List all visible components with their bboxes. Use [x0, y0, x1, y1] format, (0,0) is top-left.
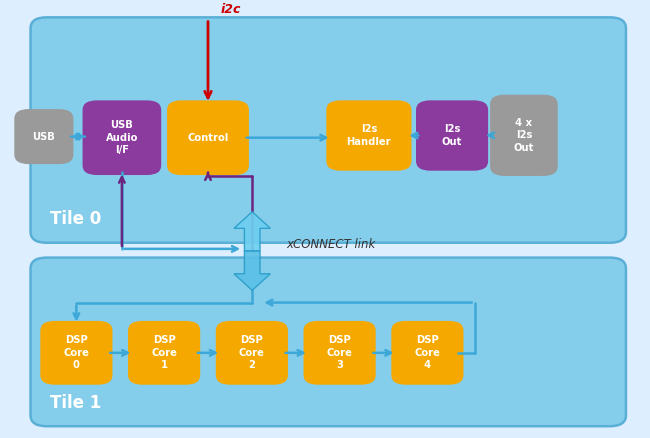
Text: DSP
Core
4: DSP Core 4: [415, 336, 440, 370]
Text: DSP
Core
0: DSP Core 0: [64, 336, 89, 370]
FancyBboxPatch shape: [40, 321, 112, 385]
FancyBboxPatch shape: [490, 95, 558, 176]
Text: USB
Audio
I/F: USB Audio I/F: [106, 120, 138, 155]
Text: 4 x
I2s
Out: 4 x I2s Out: [514, 118, 534, 153]
Text: DSP
Core
3: DSP Core 3: [327, 336, 352, 370]
FancyBboxPatch shape: [167, 100, 249, 175]
Polygon shape: [234, 251, 270, 290]
FancyBboxPatch shape: [83, 100, 161, 175]
FancyBboxPatch shape: [31, 258, 626, 426]
FancyBboxPatch shape: [14, 109, 73, 164]
FancyBboxPatch shape: [326, 100, 411, 171]
Text: Tile 1: Tile 1: [50, 394, 101, 412]
Polygon shape: [234, 212, 270, 251]
Text: I2s
Handler: I2s Handler: [346, 124, 391, 147]
FancyBboxPatch shape: [128, 321, 200, 385]
Text: Tile 0: Tile 0: [50, 210, 101, 228]
Text: DSP
Core
1: DSP Core 1: [151, 336, 177, 370]
Text: i2c: i2c: [221, 4, 241, 17]
FancyBboxPatch shape: [391, 321, 463, 385]
FancyBboxPatch shape: [216, 321, 288, 385]
Text: I2s
Out: I2s Out: [442, 124, 462, 147]
FancyBboxPatch shape: [31, 18, 626, 243]
FancyBboxPatch shape: [416, 100, 488, 171]
Text: Control: Control: [187, 133, 229, 143]
Text: DSP
Core
2: DSP Core 2: [239, 336, 265, 370]
FancyBboxPatch shape: [304, 321, 376, 385]
Text: xCONNECT link: xCONNECT link: [286, 238, 375, 251]
Text: USB: USB: [32, 131, 55, 141]
